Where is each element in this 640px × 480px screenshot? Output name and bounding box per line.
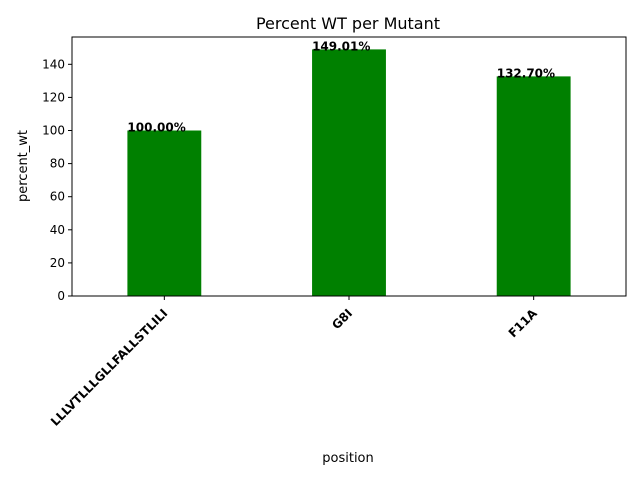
x-tick-label-0: LLLVTLLLGLLFALLSTLILI [48,306,171,429]
y-tick-label-2: 40 [50,223,65,237]
bar-0 [127,130,202,296]
y-tick-label-3: 60 [50,190,65,204]
y-tick-label-6: 120 [42,90,65,104]
y-tick-label-7: 140 [42,57,65,71]
y-tick-label-1: 20 [50,256,65,270]
data-label-0: 100.00% [127,121,185,135]
bar-2 [496,76,571,296]
data-label-2: 132.70% [497,66,555,80]
y-tick-label-5: 100 [42,124,65,138]
y-axis-label: percent_wt [16,130,31,202]
x-tick-label-2: F11A [506,306,541,341]
chart-title: Percent WT per Mutant [256,14,440,33]
data-label-1: 149.01% [312,39,370,53]
plot-area: 0 20 40 60 80 100 120 140 LLLVTLLLGLLFALLSTLILI G… [42,36,627,429]
x-tick-label-1: G8I [329,306,355,332]
y-tick-label-4: 80 [50,157,65,171]
x-axis-label: position [322,451,374,466]
bar-1 [312,49,386,296]
y-tick-label-0: 0 [57,289,65,303]
